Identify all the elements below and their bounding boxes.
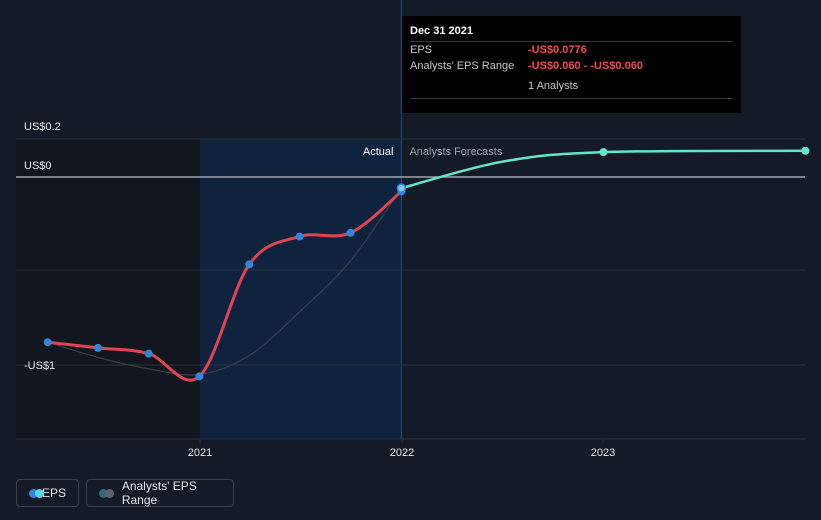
label-layer: US$0.2 US$0 -US$1 2021 2022 2023 Actual Analyst… xyxy=(24,121,615,459)
tooltip-row-range: Analysts' EPS Range -US$0.060 - -US$0.06… xyxy=(410,58,733,74)
tooltip-row-eps: EPS -US$0.0776 xyxy=(410,41,733,58)
hover-tooltip: Dec 31 2021 EPS -US$0.0776 Analysts' EPS… xyxy=(402,16,741,113)
eps-legend-dot-secondary xyxy=(35,488,44,498)
legend-eps-label: EPS xyxy=(41,486,66,500)
series-layer xyxy=(46,149,807,382)
tooltip-row-analysts: 1 Analysts xyxy=(410,74,733,99)
eps-range-line xyxy=(47,187,402,376)
tooltip-range-value: -US$0.060 - -US$0.060 xyxy=(528,60,643,72)
x-tick-label-1: 2022 xyxy=(390,447,414,459)
x-tick-label-0: 2021 xyxy=(188,447,212,459)
tooltip-eps-label: EPS xyxy=(410,44,433,56)
eps-point-5[interactable] xyxy=(295,232,304,241)
actual-period-highlight xyxy=(200,139,402,439)
eps-point-4[interactable] xyxy=(245,260,254,269)
legend-range-label: Analysts' EPS Range xyxy=(121,479,197,507)
actual-region-label: Actual xyxy=(363,146,394,158)
y-tick-label-2: -US$1 xyxy=(24,360,55,372)
eps-point-0[interactable] xyxy=(43,338,52,347)
legend-item-eps[interactable]: EPS xyxy=(16,479,79,507)
tooltip-eps-value: -US$0.0776 xyxy=(528,44,587,56)
eps-range-legend-icon xyxy=(99,488,114,498)
past-period-shade xyxy=(16,139,200,439)
range-legend-dot-secondary xyxy=(105,488,114,498)
legend-item-eps-range[interactable]: Analysts' EPS Range xyxy=(86,479,234,507)
forecast-region-label: Analysts Forecasts xyxy=(409,146,502,158)
tooltip-date: Dec 31 2021 xyxy=(410,25,473,37)
background-layer xyxy=(16,0,402,439)
eps-point-6[interactable] xyxy=(346,228,355,237)
eps-point-2[interactable] xyxy=(144,349,153,358)
eps-forecast-line xyxy=(400,149,807,190)
x-tick-label-2: 2023 xyxy=(591,447,615,459)
gridline-layer xyxy=(16,138,805,440)
y-tick-label-1: US$0 xyxy=(24,160,52,172)
eps-forecast-start-point[interactable] xyxy=(396,183,407,193)
marker-layer[interactable] xyxy=(43,146,810,381)
eps-legend-dot-primary xyxy=(29,488,38,498)
y-tick-label-0: US$0.2 xyxy=(24,121,61,133)
eps-legend-icon xyxy=(29,488,44,498)
eps-line-chart: US$0.2 US$0 -US$1 2021 2022 2023 Actual Analyst… xyxy=(16,0,810,459)
eps-forecast-point-2023[interactable] xyxy=(801,146,810,155)
tooltip-analysts-count: 1 Analysts xyxy=(528,80,579,92)
eps-forecast-point-2022[interactable] xyxy=(599,148,608,157)
eps-point-1[interactable] xyxy=(93,343,102,352)
eps-point-3[interactable] xyxy=(195,372,204,381)
tooltip-range-label: Analysts' EPS Range xyxy=(410,60,515,72)
range-legend-dot-primary xyxy=(99,488,108,498)
eps-line xyxy=(46,189,403,382)
